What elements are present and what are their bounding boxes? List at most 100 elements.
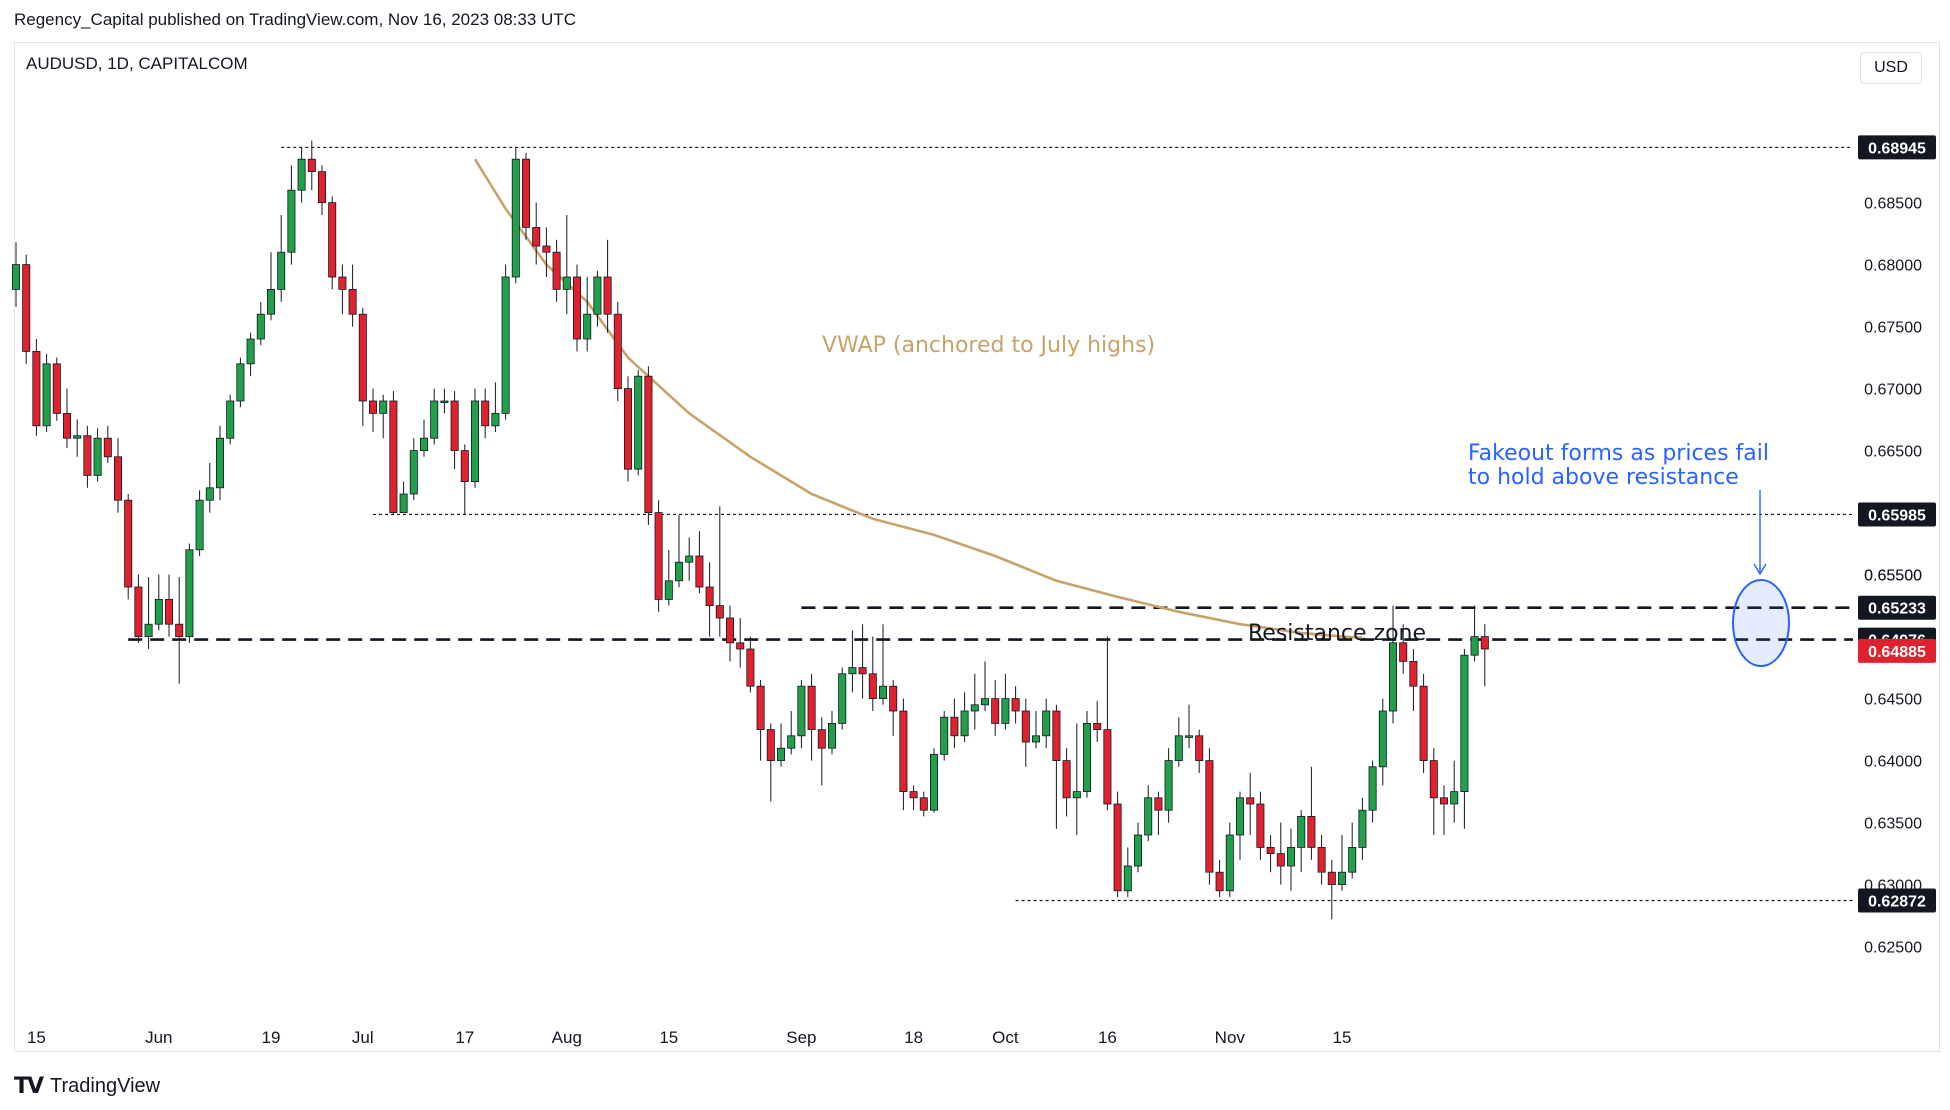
candle-down bbox=[766, 729, 775, 761]
candle-up bbox=[205, 487, 214, 501]
candle-up bbox=[940, 716, 949, 755]
x-tick-label: Jun bbox=[145, 1028, 172, 1047]
candle-down bbox=[817, 729, 826, 749]
candle-down bbox=[1429, 760, 1438, 799]
y-tick-label: 0.67000 bbox=[1864, 382, 1922, 399]
candle-up bbox=[501, 276, 510, 414]
candle-up bbox=[1470, 636, 1479, 656]
candle-up bbox=[1164, 760, 1173, 811]
candle-down bbox=[1103, 729, 1112, 805]
x-tick-label: Sep bbox=[786, 1028, 816, 1047]
candle-up bbox=[215, 437, 224, 489]
candle-up bbox=[379, 400, 388, 414]
candle-down bbox=[1440, 797, 1449, 805]
x-tick-label: Oct bbox=[992, 1028, 1019, 1047]
candle-down bbox=[358, 313, 367, 402]
candle-down bbox=[736, 642, 745, 650]
candle-down bbox=[32, 350, 41, 427]
candle-down bbox=[1317, 847, 1326, 873]
price-levels bbox=[128, 146, 1853, 902]
brand-name: TradingView bbox=[50, 1075, 161, 1097]
candle-down bbox=[807, 685, 816, 731]
x-tick-label: 15 bbox=[27, 1028, 46, 1047]
candle-down bbox=[124, 499, 133, 588]
candle-down bbox=[63, 412, 72, 439]
candle-up bbox=[1225, 834, 1234, 892]
price-badge-label: 0.65233 bbox=[1868, 601, 1926, 618]
y-tick-label: 0.63500 bbox=[1864, 816, 1922, 833]
candle-up bbox=[256, 313, 265, 340]
y-tick-label: 0.64500 bbox=[1864, 692, 1922, 709]
tradingview-brand[interactable]: TV TradingView bbox=[14, 1074, 160, 1099]
candle-up bbox=[399, 493, 408, 514]
x-tick-label: Aug bbox=[552, 1028, 582, 1047]
candle-up bbox=[664, 580, 673, 600]
candle-down bbox=[1021, 710, 1030, 743]
candle-up bbox=[42, 363, 51, 427]
candle-down bbox=[613, 313, 622, 390]
candle-down bbox=[573, 276, 582, 340]
resistance-zone-label: Resistance zone bbox=[1248, 621, 1426, 646]
candle-up bbox=[1032, 735, 1041, 743]
candle-up bbox=[144, 623, 153, 638]
candle-down bbox=[175, 623, 184, 638]
publisher-line: Regency_Capital published on TradingView… bbox=[14, 10, 576, 29]
candle-up bbox=[828, 723, 837, 749]
candle-up bbox=[470, 400, 479, 482]
candle-up bbox=[236, 363, 245, 402]
x-tick-label: 19 bbox=[262, 1028, 281, 1047]
candle-down bbox=[1195, 735, 1204, 761]
candle-down bbox=[715, 605, 724, 619]
candle-down bbox=[624, 388, 633, 470]
candle-up bbox=[960, 710, 969, 737]
candle-up bbox=[1297, 816, 1306, 848]
candle-up bbox=[562, 276, 571, 290]
x-tick-label: Nov bbox=[1215, 1028, 1246, 1047]
y-tick-label: 0.68500 bbox=[1864, 196, 1922, 213]
candle-up bbox=[1236, 797, 1245, 836]
candle-down bbox=[1062, 760, 1071, 799]
candle-down bbox=[1327, 871, 1336, 886]
price-badge-label: 0.62872 bbox=[1868, 893, 1926, 910]
candle-down bbox=[389, 400, 398, 513]
price-badge-label: 0.68945 bbox=[1868, 140, 1926, 157]
candle-up bbox=[1174, 735, 1183, 761]
candle-up bbox=[1378, 710, 1387, 768]
currency-button[interactable]: USD bbox=[1860, 52, 1922, 84]
y-tick-label: 0.68000 bbox=[1864, 258, 1922, 275]
candle-up bbox=[1450, 791, 1459, 805]
candle-down bbox=[542, 245, 551, 253]
candle-up bbox=[1389, 642, 1398, 712]
candle-up bbox=[970, 704, 979, 712]
candle-down bbox=[522, 158, 531, 228]
candle-up bbox=[1338, 871, 1347, 886]
candle-up bbox=[1123, 865, 1132, 892]
candle-down bbox=[83, 435, 92, 476]
candle-up bbox=[154, 599, 163, 625]
candle-down bbox=[868, 673, 877, 699]
y-tick-label: 0.66500 bbox=[1864, 444, 1922, 461]
candle-down bbox=[52, 363, 61, 414]
candle-up bbox=[1460, 654, 1469, 793]
candle-up bbox=[1348, 847, 1357, 873]
y-tick-label: 0.62500 bbox=[1864, 940, 1922, 957]
candle-up bbox=[73, 435, 82, 439]
candle-down bbox=[317, 171, 326, 204]
candle-down bbox=[756, 685, 765, 731]
candle-up bbox=[879, 685, 888, 700]
x-axis: 15 Jun 19 Jul 17 Aug 15 Sep 18 Oct 16 Nov 15 bbox=[27, 1028, 1352, 1047]
candle-up bbox=[981, 698, 990, 706]
candle-up bbox=[419, 437, 428, 452]
vwap-line bbox=[473, 158, 1363, 640]
candle-up bbox=[583, 313, 592, 340]
candle-down bbox=[1052, 710, 1061, 761]
candle-down bbox=[695, 555, 704, 588]
candle-down bbox=[909, 791, 918, 799]
candle-up bbox=[226, 400, 235, 439]
candle-down bbox=[1215, 871, 1224, 892]
x-tick-label: 15 bbox=[659, 1028, 678, 1047]
y-tick-label: 0.67500 bbox=[1864, 320, 1922, 337]
chart-frame bbox=[14, 42, 1940, 1052]
candle-down bbox=[1399, 642, 1408, 662]
